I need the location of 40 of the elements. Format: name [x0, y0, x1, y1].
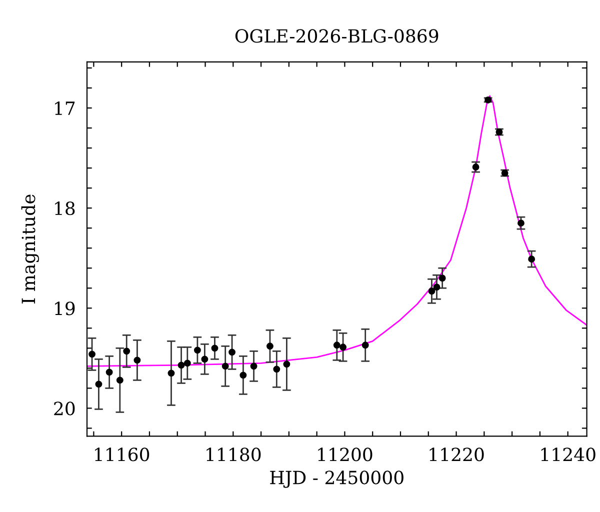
point: [273, 366, 280, 373]
point: [472, 164, 480, 170]
point: [240, 372, 247, 379]
point: [518, 220, 524, 227]
point: [283, 360, 290, 368]
point: [184, 360, 191, 367]
point: [340, 344, 347, 351]
point: [194, 346, 201, 354]
x-axis-title: HJD - 2450000: [270, 470, 404, 488]
point: [438, 274, 446, 282]
point: [201, 356, 208, 363]
y-tick-label: 18: [55, 202, 75, 216]
y-tick-label: 17: [55, 101, 75, 115]
point: [116, 376, 124, 384]
point: [134, 356, 141, 364]
point: [222, 362, 229, 370]
y-axis-title: I magnitude: [21, 194, 40, 304]
point: [228, 348, 236, 356]
point: [362, 342, 369, 349]
point: [333, 342, 340, 349]
point: [433, 284, 440, 291]
x-tick-label: 11240: [541, 448, 596, 462]
point: [428, 288, 436, 295]
point: [88, 350, 96, 358]
point: [95, 380, 102, 388]
point: [106, 368, 113, 376]
point: [528, 256, 536, 263]
x-tick-label: 11160: [95, 448, 150, 462]
point: [123, 348, 130, 355]
y-tick-label: 19: [55, 302, 75, 316]
x-tick-label: 11200: [318, 448, 372, 462]
point: [250, 362, 258, 370]
point: [211, 344, 218, 352]
point: [168, 370, 175, 377]
chart-title: OGLE-2026-BLG-0869: [235, 29, 438, 43]
y-tick-label: 20: [54, 402, 75, 416]
point: [178, 362, 185, 369]
x-tick-label: 11220: [430, 448, 484, 462]
point: [266, 342, 274, 350]
x-tick-label: 11180: [206, 448, 261, 462]
